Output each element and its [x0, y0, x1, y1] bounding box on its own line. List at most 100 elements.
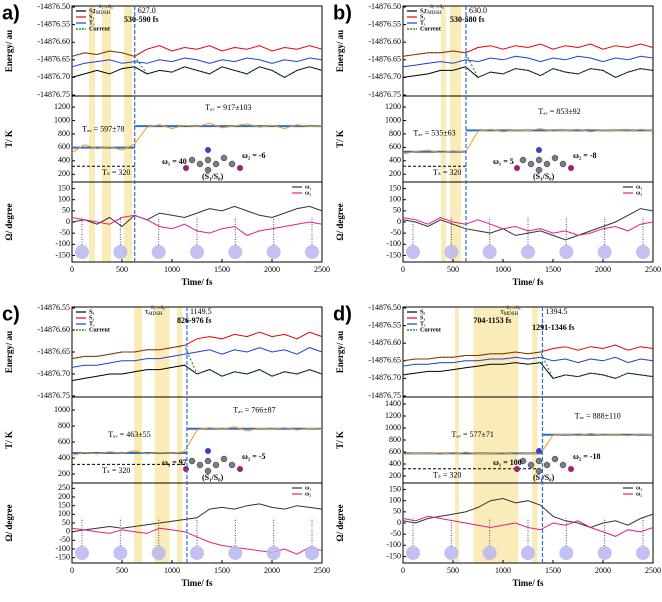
x-tick-label: 1000 — [164, 566, 180, 575]
y-tick-label: -14876.65 — [368, 55, 401, 64]
y-axis-title: Ω/ degree — [335, 504, 345, 541]
series-line — [402, 55, 654, 68]
ts-label: Tₛ = 320 — [102, 168, 130, 177]
legend-label: Current — [420, 26, 441, 32]
legend-label: T₁ — [420, 20, 426, 26]
legend-label: T₁ — [89, 20, 95, 26]
x-tick-label: 0 — [70, 265, 74, 274]
series-line — [71, 344, 323, 377]
x-tick-label: 0 — [401, 566, 405, 575]
legend-label: ω₁ — [636, 485, 642, 491]
molecule-atom — [188, 156, 196, 164]
tav-label: Tₐᵥ = 766±87 — [233, 406, 275, 415]
hop-window — [102, 6, 111, 262]
molecule-atom — [196, 461, 204, 469]
molecule-atom — [536, 448, 542, 454]
legend-label: S₁ — [89, 14, 94, 20]
panel-label: d) — [333, 303, 352, 325]
molecule-atom — [559, 461, 567, 469]
y-tick-label: 50 — [62, 518, 70, 527]
y-tick-label: 50 — [393, 507, 401, 516]
hop-label: 630.0 — [469, 6, 487, 15]
molecule-atom — [204, 156, 212, 164]
molecule-atom — [551, 154, 559, 162]
molecule-atom — [212, 461, 220, 469]
tau-symbol: τ — [500, 307, 504, 316]
molecule-atom — [204, 467, 212, 475]
x-tick-label: 2000 — [264, 566, 280, 575]
y-tick-label: -14876.70 — [37, 369, 70, 378]
orientation-icon — [228, 245, 243, 259]
x-tick-label: 1500 — [214, 566, 230, 575]
molecule-atom — [527, 160, 535, 168]
angle-annotation: ω₁ = 40 — [162, 157, 187, 166]
orientation-icon — [406, 245, 420, 259]
orientation-icon — [190, 546, 204, 560]
x-tick-label: 2500 — [314, 566, 330, 575]
y-tick-label: -100 — [386, 239, 401, 248]
tau-sup: S₁→S₀ — [99, 5, 113, 10]
y-tick-label: 200 — [389, 169, 401, 178]
y-axis-title: Ω/ degree — [4, 504, 14, 541]
y-axis-title: Ω/ degree — [4, 203, 14, 240]
x-tick-label: 2500 — [314, 265, 330, 274]
x-tick-label: 1000 — [164, 265, 180, 274]
y-tick-label: 100 — [58, 509, 70, 518]
molecule-atom — [535, 166, 543, 174]
y-tick-label: -50 — [59, 228, 70, 237]
series-line — [402, 66, 654, 78]
hop-window — [124, 6, 132, 262]
molecule-atom — [568, 165, 574, 171]
legend-label: ω₂ — [636, 491, 642, 497]
y-tick-label: 400 — [58, 156, 70, 165]
molecule-atom — [535, 156, 543, 164]
y-tick-label: -14876.65 — [37, 55, 70, 64]
y-tick-label: 0 — [66, 217, 70, 226]
y-tick-label: 600 — [58, 142, 70, 151]
orientation-icon — [113, 546, 128, 560]
y-tick-label: 50 — [393, 206, 401, 215]
orientation-icon — [151, 245, 166, 259]
series-line — [402, 497, 654, 529]
series-line — [71, 214, 323, 236]
y-tick-label: -14876.75 — [368, 90, 401, 99]
tau-sup: S₁→S₀ — [151, 306, 165, 311]
y-tick-label: -14876.70 — [368, 72, 401, 81]
series-line — [71, 364, 323, 382]
hop-label: 1394.5 — [545, 307, 567, 316]
series-line — [402, 208, 654, 241]
legend-label: ω₁ — [636, 184, 642, 190]
legend-label: T₁ — [420, 321, 426, 327]
molecule-atom — [204, 166, 212, 174]
series-line — [71, 45, 323, 57]
molecule-atom — [519, 156, 527, 164]
y-axis-title: Energy/ au — [335, 331, 345, 373]
tav-label: Tₐᵥ = 888±110 — [575, 412, 621, 421]
series-line — [402, 216, 654, 236]
y-tick-label: 200 — [389, 471, 401, 480]
y-tick-label: -14876.75 — [37, 391, 70, 400]
molecule-atom — [183, 165, 189, 171]
y-tick-label: -14876.65 — [368, 356, 401, 365]
y-tick-label: 400 — [58, 453, 70, 462]
tau-sub: MDSH — [504, 312, 519, 317]
x-tick-label: 2000 — [264, 265, 280, 274]
hop-window — [473, 307, 519, 563]
series-line — [402, 43, 654, 57]
tav-label: Tₐᵥ = 597±78 — [82, 124, 124, 133]
y-tick-label: -14876.75 — [37, 90, 70, 99]
y-tick-label: -100 — [386, 540, 401, 549]
x-tick-label: 500 — [116, 566, 128, 575]
y-tick-label: -14876.60 — [368, 37, 401, 46]
y-tick-label: -14876.50 — [37, 2, 70, 11]
y-axis-title: T/ K — [335, 130, 345, 148]
orientation-icon — [190, 245, 204, 259]
y-axis-title: Energy/ au — [335, 30, 345, 72]
panel-label: b) — [333, 2, 352, 24]
y-axis-title: T/ K — [4, 130, 14, 148]
y-tick-label: 250 — [58, 483, 70, 492]
window-label: 530-590 fs — [124, 15, 158, 24]
y-tick-label: -150 — [55, 552, 70, 561]
series-line — [402, 432, 654, 455]
